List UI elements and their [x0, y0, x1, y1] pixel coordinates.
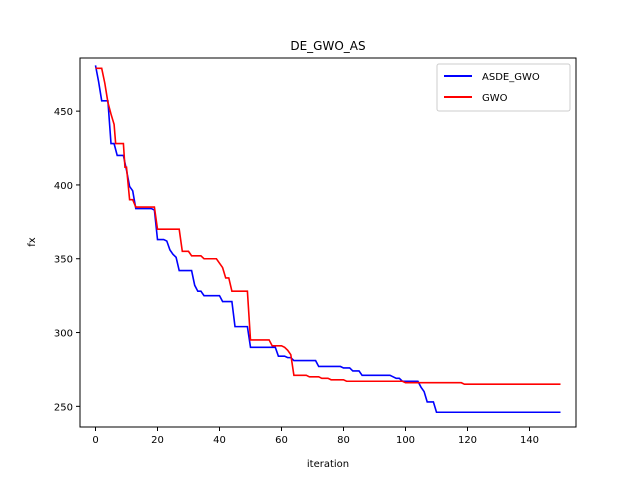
x-tick-label: 80 — [337, 435, 350, 446]
y-tick-label: 350 — [54, 255, 73, 266]
series-line-gwo — [95, 67, 561, 385]
x-tick-label: 60 — [275, 435, 288, 446]
y-tick-label: 250 — [54, 402, 73, 413]
legend-label-gwo: GWO — [482, 93, 508, 104]
chart-title: DE_GWO_AS — [290, 39, 365, 53]
x-tick-label: 0 — [92, 435, 98, 446]
y-tick-label: 450 — [54, 107, 73, 118]
legend-label-asde-gwo: ASDE_GWO — [482, 72, 540, 83]
x-tick-label: 120 — [458, 435, 477, 446]
y-tick-label: 300 — [54, 329, 73, 340]
x-tick-label: 40 — [213, 435, 226, 446]
x-axis-label: iteration — [307, 459, 349, 470]
y-axis-label: fx — [27, 237, 38, 247]
plot-area — [94, 65, 561, 414]
axis-ticks: 0 20 40 60 80 100 120 140 250 300 350 400 450 — [54, 107, 539, 446]
x-tick-label: 140 — [520, 435, 539, 446]
y-tick-label: 400 — [54, 181, 73, 192]
x-tick-label: 20 — [151, 435, 164, 446]
legend: ASDE_GWO GWO — [436, 63, 571, 112]
x-tick-label: 100 — [396, 435, 415, 446]
plot-frame — [79, 57, 577, 428]
